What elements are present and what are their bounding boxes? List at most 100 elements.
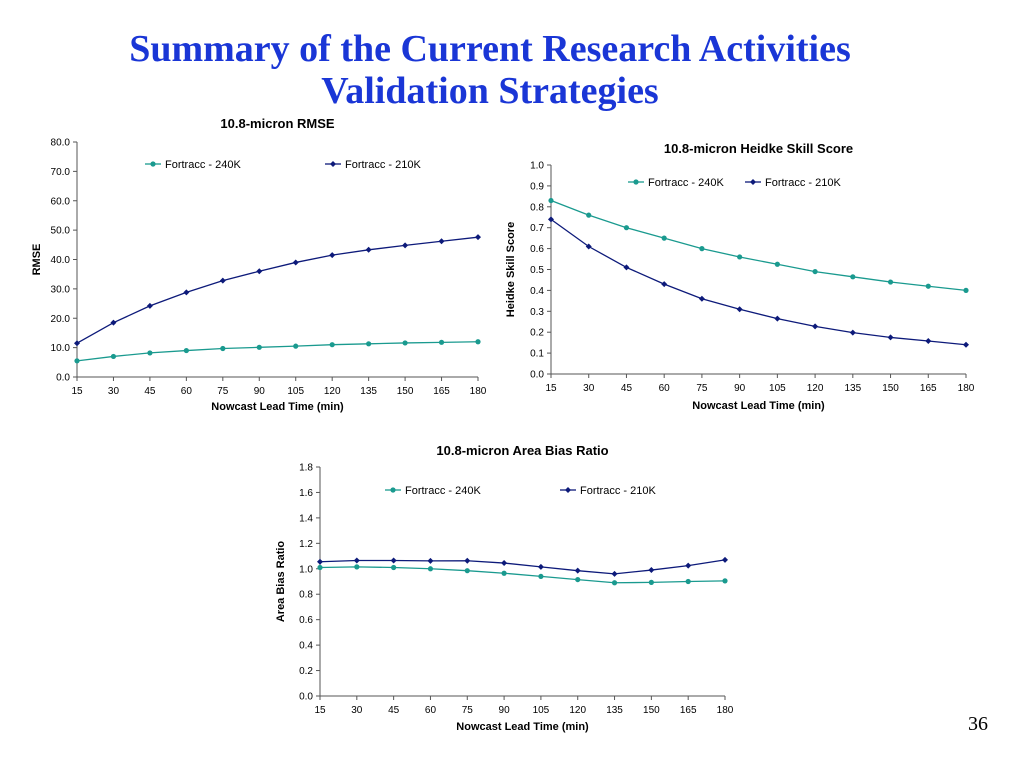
x-tick-label: 150	[882, 383, 899, 394]
data-point-240k	[699, 246, 705, 252]
data-point-240k	[220, 345, 226, 352]
legend-marker-210k	[750, 179, 756, 185]
x-tick-label: 90	[499, 705, 511, 716]
series-line-210k	[550, 218, 967, 346]
series-line-210k	[319, 559, 726, 575]
data-point-240k	[538, 573, 544, 580]
data-point-210k	[464, 557, 471, 564]
y-tick-label: 1.4	[299, 513, 313, 524]
data-point-210k	[317, 558, 323, 565]
data-point-210k	[661, 281, 668, 288]
y-tick-label: 20.0	[51, 314, 71, 325]
x-tick-label: 135	[844, 383, 861, 394]
data-point-210k	[329, 252, 336, 259]
data-point-240k	[648, 579, 654, 585]
data-point-210k	[438, 238, 445, 245]
x-tick-label: 60	[425, 705, 437, 716]
data-point-240k	[586, 212, 592, 218]
chart-title: 10.8-micron RMSE	[220, 116, 334, 131]
x-tick-label: 150	[397, 386, 414, 397]
y-tick-label: 0.6	[299, 615, 313, 626]
data-point-240k	[402, 340, 408, 346]
data-point-210k	[427, 557, 434, 564]
data-point-240k	[317, 564, 323, 571]
x-tick-label: 120	[324, 386, 341, 397]
y-tick-label: 30.0	[51, 284, 71, 295]
chart-title: 10.8-micron Area Bias Ratio	[436, 443, 608, 458]
data-point-210k	[475, 234, 481, 241]
data-point-210k	[74, 340, 80, 347]
data-point-240k	[661, 235, 667, 241]
y-tick-label: 0.2	[299, 666, 313, 677]
x-tick-label: 165	[920, 383, 937, 394]
data-point-210k	[110, 319, 117, 326]
x-axis-label: Nowcast Lead Time (min)	[456, 721, 589, 733]
legend-marker-240k	[633, 179, 639, 185]
data-point-240k	[925, 283, 931, 289]
data-point-240k	[887, 279, 894, 285]
y-tick-label: 60.0	[51, 196, 71, 207]
data-point-240k	[623, 225, 630, 231]
data-point-240k	[329, 342, 335, 348]
y-tick-label: 0.0	[299, 692, 313, 703]
y-tick-label: 1.0	[299, 564, 313, 575]
data-point-240k	[427, 566, 434, 572]
y-tick-label: 50.0	[51, 226, 71, 237]
y-tick-label: 0.3	[530, 307, 544, 318]
x-tick-label: 45	[144, 386, 156, 397]
data-point-210k	[698, 295, 705, 302]
y-tick-label: 0.8	[299, 590, 313, 601]
data-point-240k	[812, 268, 818, 275]
data-point-240k	[685, 578, 691, 585]
x-axis-label: Nowcast Lead Time (min)	[692, 400, 825, 412]
data-point-240k	[110, 353, 117, 360]
slide-title-line-2: Validation Strategies	[321, 70, 659, 112]
data-point-210k	[623, 264, 630, 271]
y-tick-label: 0.9	[530, 181, 544, 192]
area-bias-ratio-chart: 10.8-micron Area Bias Ratio 0.0 0.2 0.4 0.6 0…	[275, 443, 734, 733]
x-tick-label: 90	[734, 383, 746, 394]
data-point-240k	[147, 350, 153, 356]
legend-marker-210k	[565, 487, 571, 493]
data-point-210k	[736, 306, 743, 313]
y-tick-label: 40.0	[51, 255, 71, 266]
x-tick-label: 180	[470, 386, 487, 397]
data-point-240k	[575, 576, 581, 583]
data-point-240k	[475, 339, 481, 345]
y-tick-label: 1.6	[299, 488, 313, 499]
data-point-210k	[574, 567, 581, 574]
legend-marker-240k	[150, 161, 156, 167]
x-tick-label: 180	[958, 383, 975, 394]
y-axis-label: Heidke Skill Score	[505, 222, 517, 317]
data-point-240k	[391, 564, 397, 571]
data-point-240k	[963, 287, 969, 293]
y-axis-label: Area Bias Ratio	[275, 541, 287, 623]
y-tick-label: 0.4	[299, 641, 313, 652]
heidke-skill-score-chart: 10.8-micron Heidke Skill Score 0.0 0.1 0.2 0…	[505, 141, 975, 412]
series-line-210k	[76, 236, 479, 344]
data-point-240k	[548, 197, 554, 204]
y-tick-label: 0.0	[56, 373, 70, 384]
data-point-240k	[366, 341, 372, 347]
data-point-210k	[648, 567, 655, 574]
series-line-240k	[76, 341, 479, 362]
x-tick-label: 165	[680, 705, 697, 716]
y-tick-label: 0.7	[530, 223, 544, 234]
rmse-chart: 10.8-micron RMSE 0.0 10.0 20.0 30.0 40.0 50.0 6…	[31, 116, 487, 413]
x-tick-label: 30	[351, 705, 363, 716]
data-point-210k	[292, 259, 299, 266]
x-tick-label: 105	[533, 705, 550, 716]
y-tick-label: 1.8	[299, 463, 313, 474]
data-point-240k	[464, 568, 470, 574]
data-point-240k	[354, 564, 360, 570]
y-tick-label: 80.0	[51, 138, 71, 149]
x-tick-label: 75	[696, 383, 708, 394]
x-tick-label: 135	[360, 386, 377, 397]
x-tick-label: 15	[71, 386, 83, 397]
legend-label: Fortracc - 210K	[765, 177, 841, 189]
x-tick-label: 165	[433, 386, 450, 397]
x-tick-label: 45	[621, 383, 633, 394]
series-line-240k	[550, 199, 967, 292]
legend-label: Fortracc - 240K	[405, 485, 481, 497]
x-tick-label: 30	[108, 386, 120, 397]
